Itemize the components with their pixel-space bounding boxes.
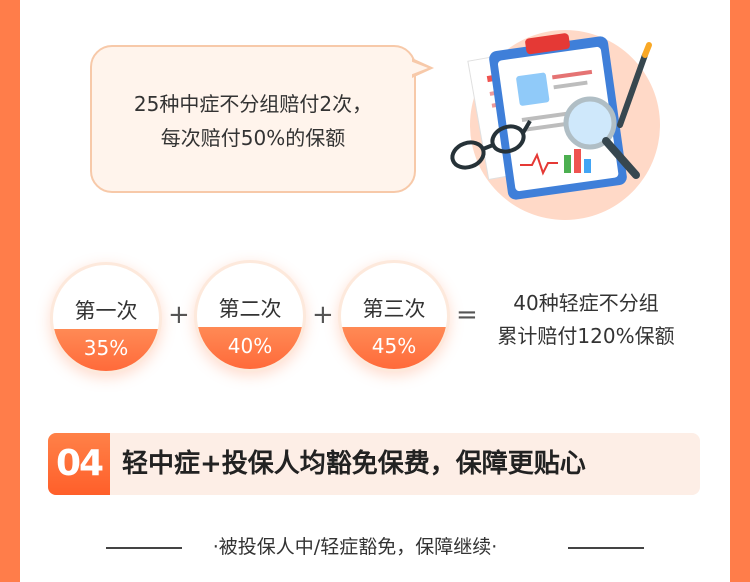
plus-sign: + [312, 300, 334, 330]
clip-icon [525, 33, 570, 55]
speech-bubble: 25种中症不分组赔付2次， 每次赔付50%的保额 [90, 45, 416, 193]
plus-sign: + [168, 300, 190, 330]
bubble-text: 25种中症不分组赔付2次， 每次赔付50%的保额 [92, 87, 414, 155]
section-number: 04 [48, 433, 110, 495]
section-title: 轻中症+投保人均豁免保费，保障更贴心 [122, 449, 586, 479]
equals-sign: = [456, 300, 478, 330]
divider-left [106, 547, 182, 549]
footer-note: ·被投保人中/轻症豁免，保障继续· [212, 536, 498, 558]
circle-label: 第一次 [74, 299, 138, 323]
circle-second: 第二次 40% [194, 260, 306, 372]
bubble-line-1: 25种中症不分组赔付2次， [133, 92, 373, 116]
divider-right [568, 547, 644, 549]
avatar-icon [516, 72, 550, 106]
clipboard-illustration [450, 30, 660, 220]
result-line-1: 40种轻症不分组 [513, 291, 659, 315]
section-banner: 04 轻中症+投保人均豁免保费，保障更贴心 [48, 433, 700, 495]
circle-label: 第三次 [362, 297, 426, 321]
circle-third: 第三次 45% [338, 260, 450, 372]
circle-label: 第二次 [218, 297, 282, 321]
bubble-line-2: 每次赔付50%的保额 [160, 126, 346, 150]
result-text: 40种轻症不分组 累计赔付120%保额 [476, 287, 696, 353]
circle-first: 第一次 35% [50, 262, 162, 374]
bubble-tail-inner [410, 61, 428, 75]
magnifier-icon [563, 96, 617, 150]
pen-icon [617, 52, 648, 128]
glasses-icon [450, 119, 532, 170]
result-line-2: 累计赔付120%保额 [497, 324, 675, 348]
heartbeat-icon [520, 152, 558, 176]
